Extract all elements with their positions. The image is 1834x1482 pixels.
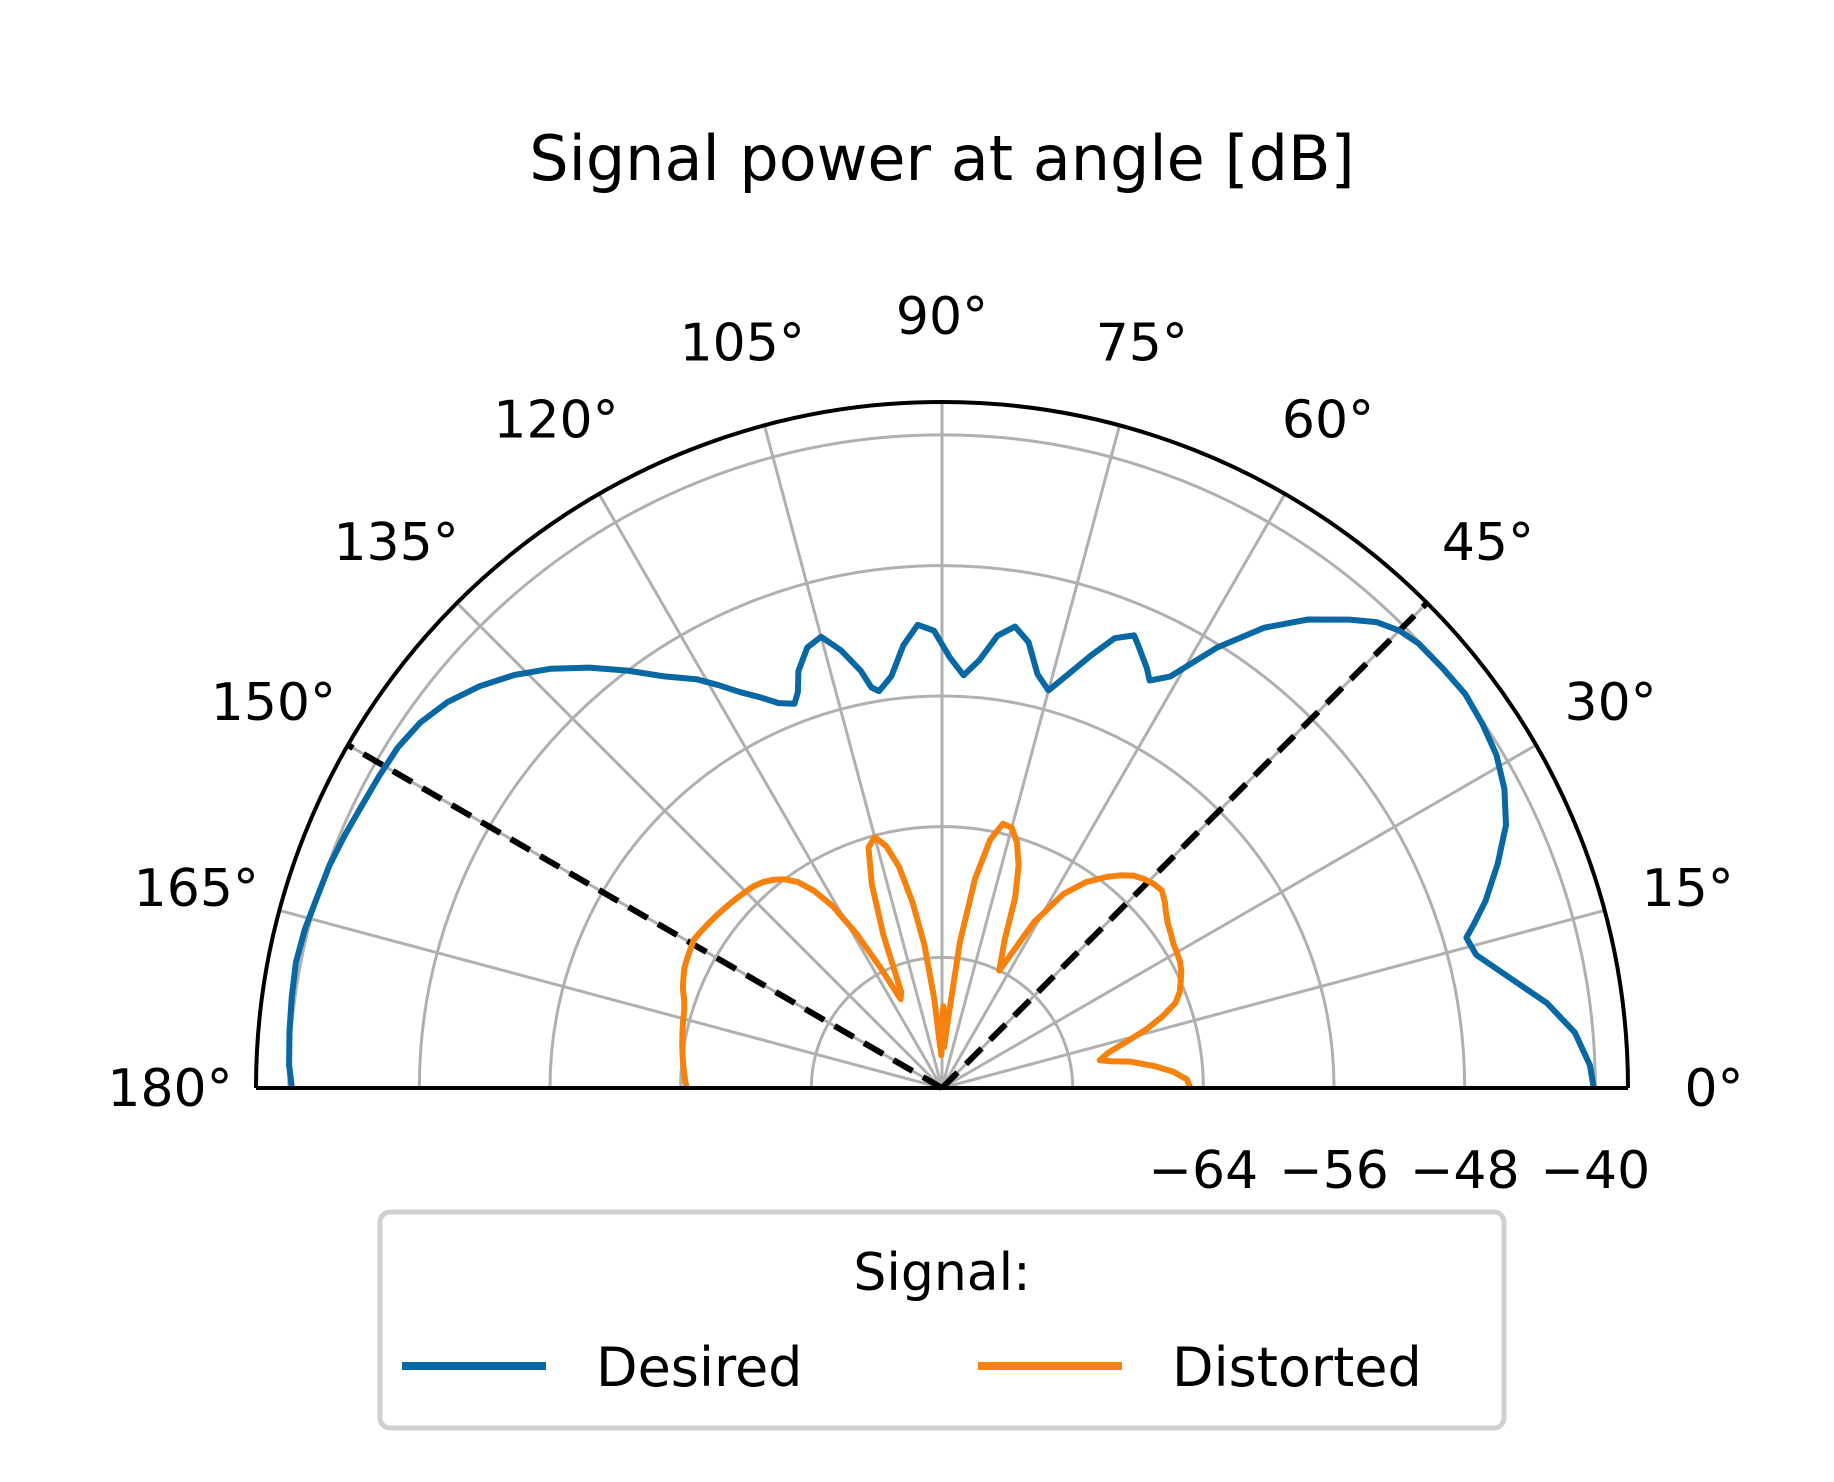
legend-label-distorted: Distorted (1172, 1336, 1422, 1399)
series-lines (286, 616, 1597, 1090)
theta-tick-label: 105° (680, 313, 805, 373)
grid-spoke-165 (278, 909, 943, 1090)
series-line-distorted (679, 820, 1194, 1090)
legend-box (377, 1209, 1507, 1431)
polar-frame (254, 400, 1630, 1090)
theta-tick-label: 15° (1642, 859, 1734, 919)
series-line-desired (286, 616, 1597, 1089)
grid-spoke-30 (941, 743, 1537, 1090)
theta-tick-label: 150° (211, 673, 336, 733)
reference-line-150 (346, 742, 944, 1091)
grid-spoke-120 (597, 493, 944, 1089)
theta-tick-label: 30° (1565, 673, 1657, 733)
radial-tick-labels: −64 −56 −48 −40 (1148, 1141, 1650, 1201)
theta-tick-label: 135° (333, 513, 458, 573)
legend-title: Signal: (853, 1243, 1030, 1303)
theta-tick-label: 90° (896, 287, 988, 347)
radial-tick-label: −40 (1540, 1141, 1650, 1201)
radial-tick-label: −56 (1279, 1141, 1389, 1201)
grid-spoke-75 (940, 424, 1121, 1089)
chart-title: Signal power at angle [dB] (529, 122, 1355, 195)
legend: Signal: Desired Distorted (377, 1209, 1507, 1431)
polar-grid (278, 402, 1606, 1090)
grid-spoke-135 (455, 601, 944, 1090)
outer-arc (254, 400, 1630, 1089)
theta-tick-label: 120° (493, 390, 618, 450)
theta-tick-labels: 0° 15° 30° 45° 60° 75° 90° 105° 120° 135° 150° 165°… (107, 287, 1743, 1119)
reference-line-45 (939, 600, 1430, 1091)
theta-tick-label: 60° (1282, 390, 1374, 450)
theta-tick-label: 180° (107, 1059, 232, 1119)
theta-tick-label: 45° (1442, 513, 1534, 573)
theta-tick-label: 165° (134, 859, 259, 919)
legend-label-desired: Desired (596, 1336, 802, 1399)
radial-tick-label: −48 (1410, 1141, 1520, 1201)
theta-tick-label: 75° (1096, 313, 1188, 373)
radial-tick-label: −64 (1148, 1141, 1258, 1201)
theta-tick-label: 0° (1684, 1059, 1743, 1119)
grid-spoke-15 (941, 909, 1606, 1090)
reference-lines (346, 600, 1430, 1091)
grid-spoke-105 (763, 424, 944, 1089)
grid-spoke-60 (940, 493, 1287, 1089)
